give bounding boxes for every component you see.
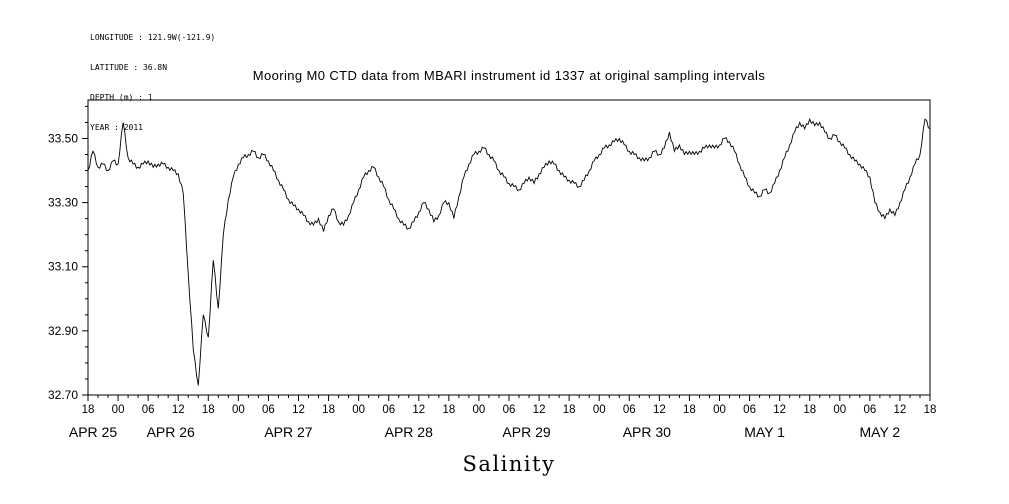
salinity-series-line <box>87 117 931 386</box>
svg-text:18: 18 <box>82 404 95 416</box>
latitude-label: LATITUDE : 36.8N <box>90 63 168 72</box>
svg-text:MAY 2: MAY 2 <box>860 424 901 440</box>
svg-text:00: 00 <box>352 404 365 416</box>
svg-text:33.50: 33.50 <box>48 131 78 145</box>
svg-text:06: 06 <box>623 404 636 416</box>
svg-text:06: 06 <box>382 404 395 416</box>
svg-text:12: 12 <box>172 404 185 416</box>
svg-text:18: 18 <box>322 404 335 416</box>
svg-text:12: 12 <box>292 404 305 416</box>
svg-text:06: 06 <box>503 404 516 416</box>
depth-label: DEPTH (m) : 1 <box>90 93 153 102</box>
svg-text:12: 12 <box>533 404 546 416</box>
svg-text:APR 27: APR 27 <box>264 424 312 440</box>
svg-text:18: 18 <box>683 404 696 416</box>
svg-text:00: 00 <box>112 404 125 416</box>
year-label: YEAR : 2011 <box>90 123 143 132</box>
longitude-label: LONGITUDE : 121.9W(-121.9) <box>90 33 216 42</box>
svg-text:APR 28: APR 28 <box>385 424 433 440</box>
svg-text:12: 12 <box>773 404 786 416</box>
svg-text:33.10: 33.10 <box>48 260 78 274</box>
svg-text:APR 26: APR 26 <box>147 424 195 440</box>
svg-text:18: 18 <box>563 404 576 416</box>
svg-text:32.90: 32.90 <box>48 324 78 338</box>
svg-text:06: 06 <box>142 404 155 416</box>
svg-text:18: 18 <box>924 404 937 416</box>
svg-text:APR 25: APR 25 <box>69 424 117 440</box>
svg-text:12: 12 <box>653 404 666 416</box>
plot-frame <box>87 99 931 396</box>
svg-text:06: 06 <box>262 404 275 416</box>
svg-text:00: 00 <box>713 404 726 416</box>
svg-text:APR 29: APR 29 <box>502 424 550 440</box>
coordinates-info: LONGITUDE : 121.9W(-121.9) LATITUDE : 36… <box>90 13 215 153</box>
svg-text:18: 18 <box>202 404 215 416</box>
svg-text:00: 00 <box>833 404 846 416</box>
svg-text:32.70: 32.70 <box>48 388 78 402</box>
svg-text:00: 00 <box>232 404 245 416</box>
svg-text:00: 00 <box>473 404 486 416</box>
svg-text:06: 06 <box>743 404 756 416</box>
chart-title: Mooring M0 CTD data from MBARI instrumen… <box>252 68 766 83</box>
svg-text:APR 30: APR 30 <box>623 424 671 440</box>
svg-text:00: 00 <box>593 404 606 416</box>
svg-text:33.30: 33.30 <box>48 196 78 210</box>
svg-text:MAY 1: MAY 1 <box>744 424 785 440</box>
svg-text:12: 12 <box>412 404 425 416</box>
x-axis: 18 00 06 12 18 00 06 12 18 00 06 12 18 00 06 12 18 00 06 12… <box>69 395 937 440</box>
svg-text:06: 06 <box>863 404 876 416</box>
y-axis: 32.70 32.90 33.10 33.30 33.50 <box>48 105 88 402</box>
svg-text:18: 18 <box>442 404 455 416</box>
x-axis-label: Salinity <box>462 452 556 476</box>
svg-text:12: 12 <box>894 404 907 416</box>
svg-text:18: 18 <box>803 404 816 416</box>
